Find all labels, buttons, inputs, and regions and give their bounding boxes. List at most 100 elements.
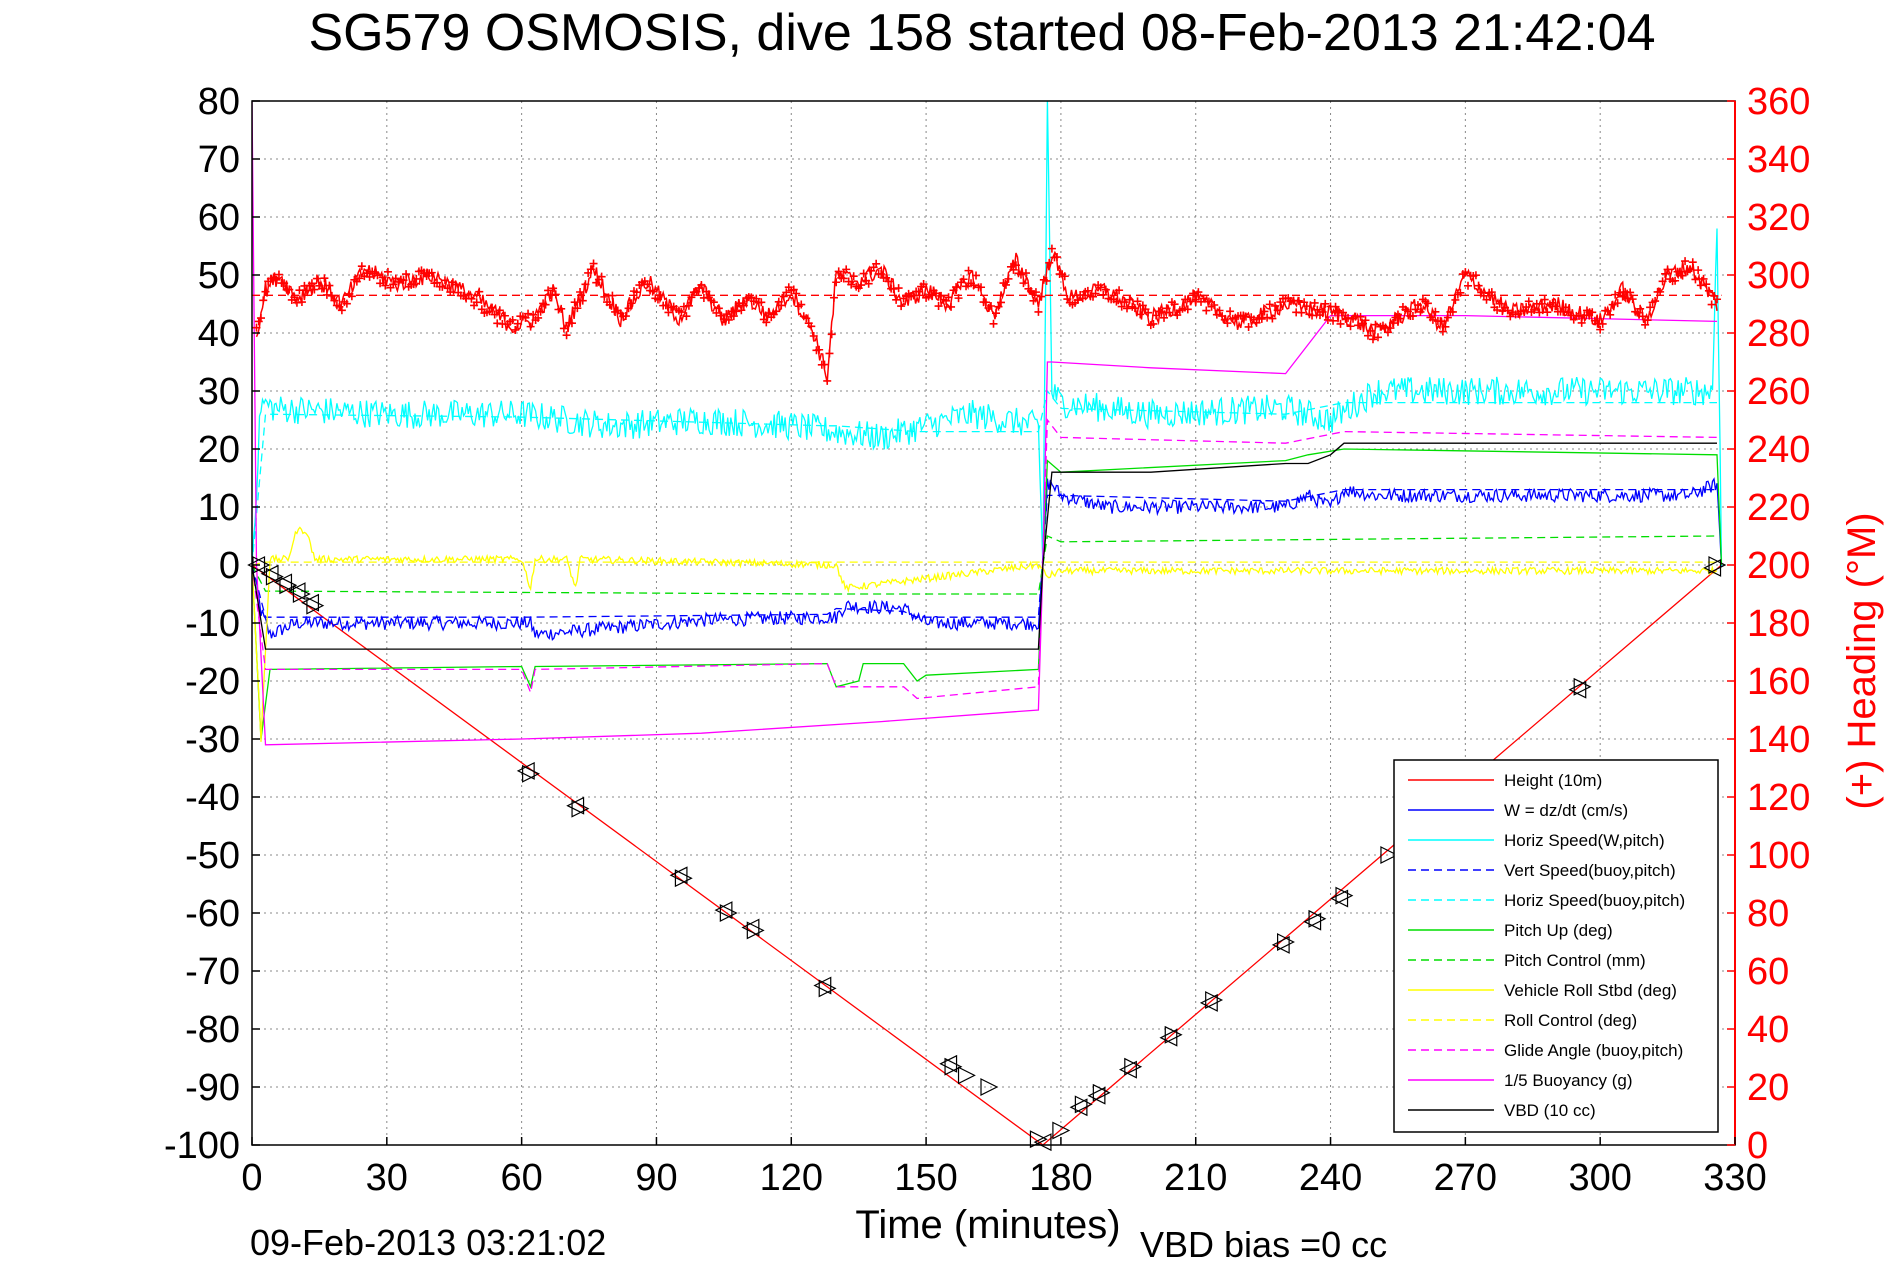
heading-marker — [1651, 297, 1660, 306]
heading-marker — [1543, 308, 1552, 317]
heading-marker — [1691, 275, 1700, 284]
heading-marker — [857, 281, 866, 290]
heading-marker — [1136, 310, 1145, 319]
heading-marker — [1646, 303, 1655, 312]
heading-marker — [317, 284, 326, 293]
heading-marker — [1260, 307, 1269, 316]
heading-marker — [849, 272, 858, 281]
heading-marker — [1157, 308, 1166, 317]
heading-marker — [1034, 307, 1043, 316]
heading-marker — [987, 301, 996, 310]
heading-marker — [1623, 294, 1632, 303]
heading-marker — [573, 304, 582, 313]
heading-marker — [712, 308, 721, 317]
heading-marker — [1226, 307, 1235, 316]
heading-marker — [383, 267, 392, 276]
triangle-left-marker — [1087, 1086, 1106, 1105]
y2-tick-label: 40 — [1747, 1009, 1789, 1051]
x-tick-label: 120 — [760, 1157, 823, 1199]
heading-marker — [1112, 297, 1121, 306]
heading-marker — [427, 268, 436, 277]
series-line-8 — [252, 561, 1717, 566]
heading-marker — [488, 303, 497, 312]
triangle-left-marker — [1568, 680, 1587, 699]
vbd-bias-label: VBD bias =0 cc — [1140, 1224, 1387, 1262]
y2-tick-label: 340 — [1747, 139, 1810, 181]
heading-marker — [1273, 306, 1282, 315]
heading-marker — [1671, 276, 1680, 285]
heading-marker — [722, 310, 731, 319]
heading-marker — [1456, 288, 1465, 297]
heading-marker — [1047, 244, 1056, 253]
heading-marker — [1334, 306, 1343, 315]
heading-marker — [1638, 312, 1647, 321]
y-tick-label: 40 — [198, 313, 240, 355]
y2-tick-label: 160 — [1747, 661, 1810, 703]
heading-marker — [839, 274, 848, 283]
heading-marker — [320, 274, 329, 283]
heading-marker — [1524, 297, 1533, 306]
heading-marker — [1461, 268, 1470, 277]
heading-marker — [797, 300, 806, 309]
heading-marker — [1371, 320, 1380, 329]
marker-layer — [247, 556, 1727, 1152]
heading-marker — [581, 280, 590, 289]
x-tick-label: 210 — [1164, 1157, 1227, 1199]
triangle-left-marker — [516, 761, 535, 780]
heading-marker — [884, 277, 893, 286]
heading-marker — [892, 295, 901, 304]
heading-marker — [897, 302, 906, 311]
heading-marker — [1436, 317, 1445, 326]
heading-marker — [1561, 303, 1570, 312]
heading-marker — [1162, 304, 1171, 313]
heading-marker — [729, 312, 738, 321]
y-tick-label: -10 — [185, 603, 240, 645]
heading-marker — [1029, 296, 1038, 305]
heading-marker — [1373, 333, 1382, 342]
y2-tick-label: 240 — [1747, 429, 1810, 471]
heading-marker — [1257, 314, 1266, 323]
heading-marker — [259, 296, 268, 305]
heading-marker — [508, 315, 517, 324]
heading-marker — [252, 323, 261, 332]
heading-marker — [792, 289, 801, 298]
heading-marker — [827, 330, 836, 339]
heading-marker — [337, 306, 346, 315]
heading-marker — [1183, 305, 1192, 314]
heading-marker — [1413, 301, 1422, 310]
y2-tick-label: 0 — [1747, 1125, 1768, 1167]
heading-marker — [842, 265, 851, 274]
heading-marker — [969, 281, 978, 290]
heading-marker — [1363, 331, 1372, 340]
triangle-left-marker — [1033, 1133, 1052, 1152]
heading-marker — [624, 304, 633, 313]
heading-marker — [1120, 298, 1129, 307]
series-line-1 — [252, 477, 1723, 641]
heading-marker — [402, 270, 411, 279]
heading-marker — [1522, 303, 1531, 312]
series-line-5 — [252, 448, 1723, 740]
heading-marker — [996, 298, 1005, 307]
heading-marker — [1388, 319, 1397, 328]
legend-entry: W = dz/dt (cm/s) — [1504, 801, 1628, 820]
heading-marker — [312, 274, 321, 283]
heading-marker — [1474, 281, 1483, 290]
heading-marker — [1096, 283, 1105, 292]
triangle-left-marker — [1199, 993, 1218, 1012]
heading-marker — [1361, 316, 1370, 325]
legend-entry: Pitch Up (deg) — [1504, 921, 1613, 940]
heading-marker — [524, 309, 533, 318]
triangle-left-marker — [939, 1054, 958, 1073]
heading-marker — [1073, 296, 1082, 305]
heading-marker — [1297, 308, 1306, 317]
heading-marker — [964, 266, 973, 275]
heading-marker — [1366, 326, 1375, 335]
heading-marker — [1021, 269, 1030, 278]
heading-marker — [285, 285, 294, 294]
heading-marker — [889, 285, 898, 294]
heading-marker — [1202, 306, 1211, 315]
y-tick-label: 50 — [198, 255, 240, 297]
heading-marker — [661, 301, 670, 310]
heading-marker — [1194, 288, 1203, 297]
y-tick-label: 70 — [198, 139, 240, 181]
